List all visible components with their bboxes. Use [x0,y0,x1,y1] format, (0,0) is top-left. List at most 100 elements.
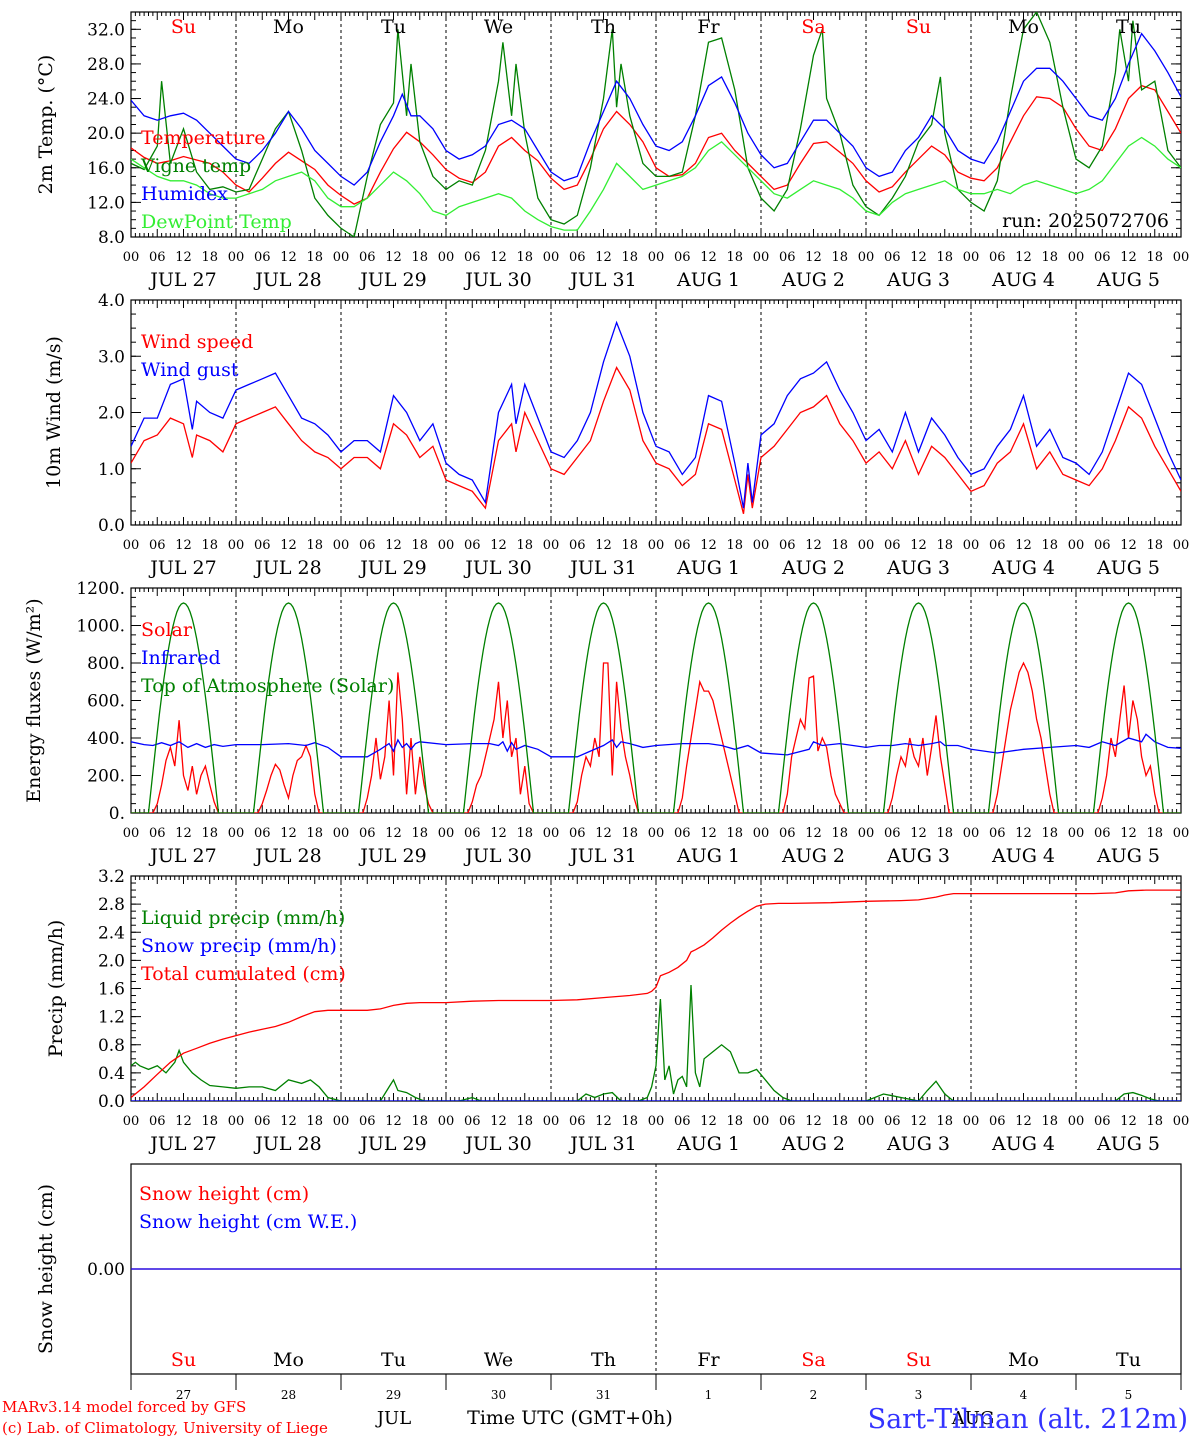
date-label: AUG 3 [886,557,950,579]
hour-label: 06 [149,1114,166,1129]
hour-label: 00 [228,1114,245,1129]
y-tick-label: 8.0 [98,228,125,248]
series-vigne-temp [131,12,1181,237]
hour-label: 06 [674,826,691,841]
legend-entry: Solar [141,619,193,641]
hour-label: 12 [385,826,402,841]
hour-label: 06 [989,1114,1006,1129]
hour-label: 18 [1041,538,1058,553]
hour-label: 06 [779,250,796,265]
hour-label: 00 [543,826,560,841]
weekday-label: We [484,16,513,38]
hour-label: 18 [621,250,638,265]
hour-label: 18 [1041,250,1058,265]
hour-label: 12 [595,250,612,265]
hour-label: 06 [1094,250,1111,265]
hour-label: 18 [1146,826,1163,841]
legend-entry: Infrared [141,647,221,669]
weekday-label: Fr [697,1349,720,1371]
legend-entry: Total cumulated (cm) [141,963,346,985]
hour-label: 00 [228,826,245,841]
hour-label: 12 [805,1114,822,1129]
hour-label: 18 [306,1114,323,1129]
date-label: AUG 5 [1096,269,1160,291]
legend-entry: Wind speed [141,331,253,353]
hour-label: 06 [1094,826,1111,841]
date-label: JUL 31 [568,269,636,291]
hour-label: 00 [123,826,140,841]
series-wind-speed [131,366,1181,514]
weekday-label: Tu [1116,1349,1141,1371]
hour-label: 18 [621,538,638,553]
hour-label: 12 [700,1114,717,1129]
weekday-label: Su [171,16,196,38]
hour-label: 06 [674,1114,691,1129]
hour-label: 06 [569,826,586,841]
hour-label: 12 [280,538,297,553]
hour-label: 06 [464,826,481,841]
y-tick-label: 0.4 [98,1064,125,1084]
date-label: AUG 1 [676,1133,740,1155]
y-tick-label: 0.0 [98,1092,125,1112]
hour-label: 00 [858,826,875,841]
hour-label: 00 [1068,1114,1085,1129]
hour-label: 06 [884,1114,901,1129]
hour-label: 00 [1068,826,1085,841]
legend-entry: Humidex [141,183,228,205]
series-top-of-atmosphere-solar [131,602,1181,813]
hour-label: 06 [1094,538,1111,553]
date-label: AUG 3 [886,845,950,867]
y-tick-label: 20.0 [87,124,125,144]
hour-label: 18 [411,826,428,841]
hour-label: 18 [1041,826,1058,841]
hour-label: 18 [936,826,953,841]
legend-entry: Temperature [141,127,265,149]
hour-label: 12 [385,538,402,553]
series-infrared [131,733,1181,758]
y-tick-label: 2.4 [98,923,125,943]
hour-label: 06 [254,1114,271,1129]
hour-label: 00 [1173,538,1190,553]
hour-label: 18 [726,826,743,841]
panel-temperature: 8.0 12.0 16.0 20.0 24.0 28.0 32.0 2m Temp. (°C)… [35,11,1189,291]
day-number-label: 5 [1125,1388,1133,1402]
hour-label: 00 [1068,250,1085,265]
hour-label: 06 [254,538,271,553]
hour-label: 12 [490,250,507,265]
hour-label: 12 [490,1114,507,1129]
hour-label: 06 [359,826,376,841]
hour-label: 12 [910,538,927,553]
hour-label: 18 [1146,250,1163,265]
y-axis-label: Snow height (cm) [35,1184,57,1354]
hour-label: 18 [1146,1114,1163,1129]
hour-label: 12 [1015,826,1032,841]
weekday-label: Mo [273,16,304,38]
y-axis-label: 2m Temp. (°C) [35,55,57,195]
date-label: JUL 28 [253,269,321,291]
hour-label: 12 [1120,538,1137,553]
run-annotation: run: 2025072706 [1002,210,1169,232]
hour-label: 18 [621,826,638,841]
hour-label: 12 [805,826,822,841]
date-label: JUL 27 [148,1133,216,1155]
hour-label: 06 [464,1114,481,1129]
hour-label: 12 [910,826,927,841]
hour-label: 12 [700,826,717,841]
hour-label: 18 [411,1114,428,1129]
date-label: AUG 3 [886,269,950,291]
hour-label: 12 [175,826,192,841]
hour-label: 00 [333,826,350,841]
hour-label: 18 [936,538,953,553]
hour-label: 12 [595,1114,612,1129]
hour-label: 00 [123,250,140,265]
hour-label: 12 [1120,250,1137,265]
date-label: AUG 1 [676,269,740,291]
date-label: JUL 28 [253,1133,321,1155]
y-tick-label: 1.6 [98,980,125,1000]
hour-label: 12 [280,826,297,841]
y-axis-label: Precip (mm/h) [45,920,67,1058]
date-label: JUL 29 [358,269,426,291]
hour-label: 06 [359,538,376,553]
y-tick-label: 2.8 [98,895,125,915]
footer: MARv3.14 model forced by GFS (c) Lab. of… [2,1398,1188,1437]
